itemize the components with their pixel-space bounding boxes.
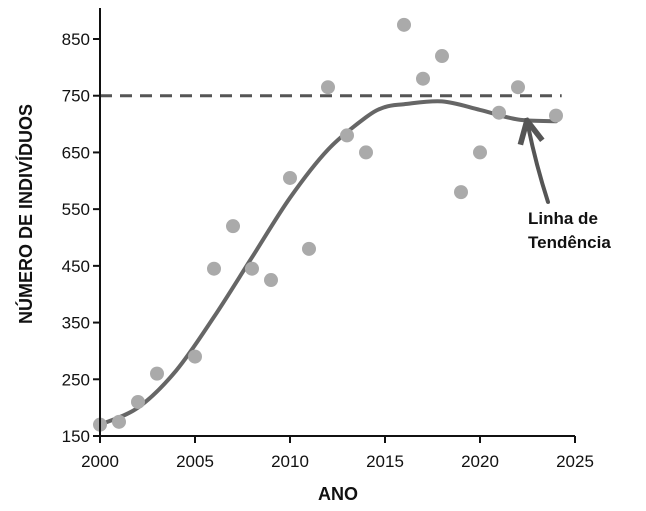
data-point: [302, 241, 316, 256]
y-tick-labels: 150 250 350 450 550 650 750 850: [62, 30, 90, 446]
x-axis-title: ANO: [318, 484, 358, 504]
annotation-line-2: Tendência: [528, 233, 611, 252]
x-tick-label: 2010: [271, 452, 309, 471]
y-tick-label: 750: [62, 87, 90, 106]
data-point: [207, 261, 221, 276]
y-tick-label: 350: [62, 314, 90, 333]
data-point: [473, 145, 487, 160]
data-point: [435, 49, 449, 64]
x-tick-label: 2020: [461, 452, 499, 471]
axes: [93, 8, 576, 443]
y-tick-label: 250: [62, 370, 90, 389]
data-point: [188, 349, 202, 364]
data-point: [511, 80, 525, 95]
data-point: [226, 219, 240, 234]
y-axis-title: NÚMERO DE INDIVÍDUOS: [15, 104, 36, 324]
data-point: [549, 108, 563, 123]
y-tick-label: 850: [62, 30, 90, 49]
x-tick-label: 2025: [556, 452, 594, 471]
annotation-arrow: [528, 123, 550, 204]
data-point: [321, 80, 335, 95]
x-tick-label: 2000: [81, 452, 119, 471]
trend-line: [98, 99, 558, 427]
y-tick-label: 550: [62, 200, 90, 219]
x-tick-label: 2015: [366, 452, 404, 471]
data-point: [245, 261, 259, 276]
data-points: [93, 17, 563, 432]
data-point: [416, 71, 430, 86]
y-tick-label: 150: [62, 427, 90, 446]
data-point: [112, 414, 126, 429]
data-point: [283, 170, 297, 185]
annotation-line-1: Linha de: [528, 209, 598, 228]
x-tick-label: 2005: [176, 452, 214, 471]
data-point: [340, 128, 354, 143]
data-point: [131, 394, 145, 409]
data-point: [264, 273, 278, 288]
data-point: [492, 105, 506, 120]
data-point: [150, 366, 164, 381]
y-tick-label: 650: [62, 143, 90, 162]
y-tick-label: 450: [62, 257, 90, 276]
x-tick-labels: 2000 2005 2010 2015 2020 2025: [81, 452, 594, 471]
data-point: [454, 185, 468, 200]
trend-line-group: [98, 99, 558, 427]
data-point: [359, 145, 373, 160]
data-point: [397, 17, 411, 32]
